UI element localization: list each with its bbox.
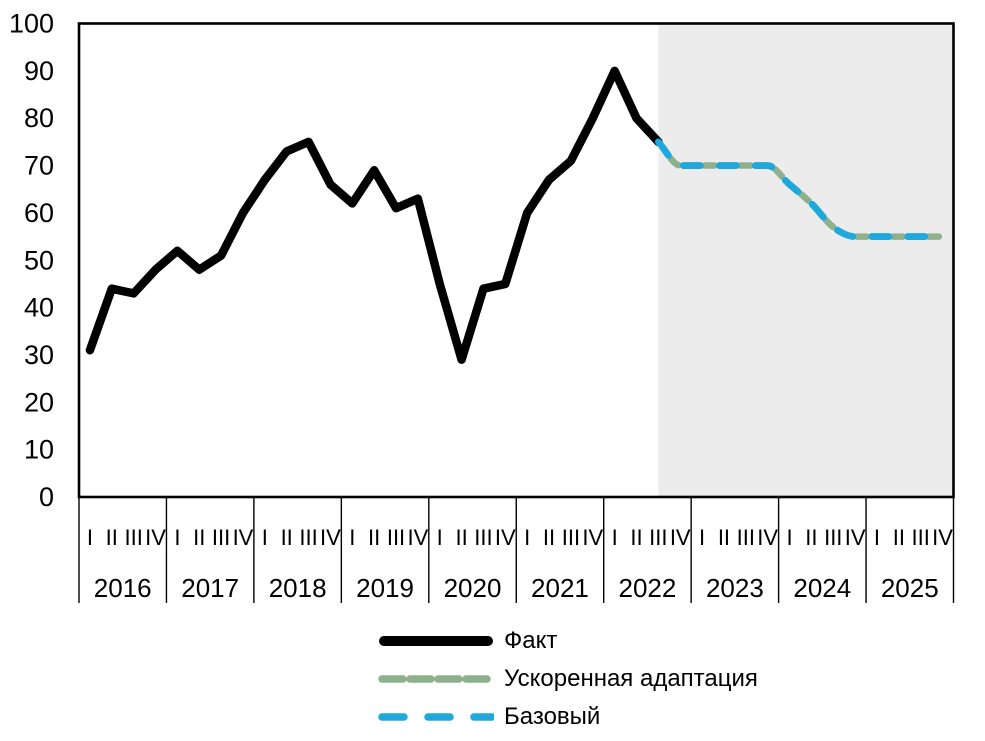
quarter-label: IV (757, 525, 778, 550)
y-axis-label: 30 (24, 340, 54, 370)
baseline-line-swatch (378, 713, 494, 721)
legend-item-accelerated: Ускоренная адаптация (378, 660, 758, 698)
quarter-label: I (262, 525, 268, 550)
quarter-label: IV (145, 525, 166, 550)
y-axis-label: 60 (24, 198, 54, 228)
quarter-label: III (299, 525, 317, 550)
y-axis-label: 40 (24, 293, 54, 323)
quarter-label: IV (495, 525, 516, 550)
legend-label-fact: Факт (504, 627, 558, 654)
quarter-label: IV (407, 525, 428, 550)
forecast-band (658, 23, 954, 497)
year-label: 2024 (793, 573, 851, 603)
series-baseline-line (654, 138, 946, 240)
quarter-label: III (562, 525, 580, 550)
quarter-label: III (387, 525, 405, 550)
quarter-label: II (893, 525, 905, 550)
year-label: 2017 (181, 573, 239, 603)
quarter-label: III (737, 525, 755, 550)
y-axis-label: 0 (39, 482, 54, 512)
year-label: 2021 (531, 573, 589, 603)
y-axis-label: 70 (24, 151, 54, 181)
legend-item-fact: Факт (378, 622, 758, 660)
legend-item-baseline: Базовый (378, 698, 758, 736)
year-label: 2016 (94, 573, 152, 603)
quarter-label: II (281, 525, 293, 550)
quarter-label: I (524, 525, 530, 550)
quarter-label: III (649, 525, 667, 550)
quarter-label: III (912, 525, 930, 550)
quarter-label: II (805, 525, 817, 550)
accelerated-line-swatch (378, 675, 494, 683)
quarter-label: I (437, 525, 443, 550)
quarter-label: II (718, 525, 730, 550)
quarter-label: II (455, 525, 467, 550)
quarter-label: IV (845, 525, 866, 550)
y-axis-label: 50 (24, 245, 54, 275)
quarter-label: IV (932, 525, 953, 550)
legend-label-accelerated: Ускоренная адаптация (504, 665, 758, 692)
y-axis-label: 90 (24, 56, 54, 86)
year-label: 2020 (444, 573, 502, 603)
year-label: 2019 (356, 573, 414, 603)
y-axis-label: 100 (9, 9, 54, 39)
quarter-label: II (106, 525, 118, 550)
y-axis-label: 10 (24, 435, 54, 465)
quarter-label: IV (233, 525, 254, 550)
quarter-label: IV (320, 525, 341, 550)
quarter-label: I (349, 525, 355, 550)
y-axis-label: 20 (24, 387, 54, 417)
quarter-label: IV (582, 525, 603, 550)
quarter-label: II (193, 525, 205, 550)
quarter-label: I (874, 525, 880, 550)
series-fact-line (85, 66, 663, 364)
quarter-label: III (824, 525, 842, 550)
quarter-label: IV (670, 525, 691, 550)
quarter-label: I (174, 525, 180, 550)
quarter-label: II (543, 525, 555, 550)
legend-label-baseline: Базовый (504, 703, 601, 730)
quarter-label: I (699, 525, 705, 550)
chart-legend: Факт Ускоренная адаптация Базовый (378, 622, 758, 736)
quarter-label: II (630, 525, 642, 550)
year-label: 2025 (881, 573, 939, 603)
year-label: 2018 (269, 573, 327, 603)
quarter-label: III (212, 525, 230, 550)
fact-line-swatch (379, 636, 493, 646)
plot-border (77, 22, 955, 499)
y-axis-label: 80 (24, 103, 54, 133)
quarter-label: I (786, 525, 792, 550)
year-label: 2023 (706, 573, 764, 603)
year-label: 2022 (619, 573, 677, 603)
quarter-label: I (612, 525, 618, 550)
quarter-label: I (87, 525, 93, 550)
quarter-label: III (474, 525, 492, 550)
quarter-label: II (368, 525, 380, 550)
quarter-label: III (124, 525, 142, 550)
